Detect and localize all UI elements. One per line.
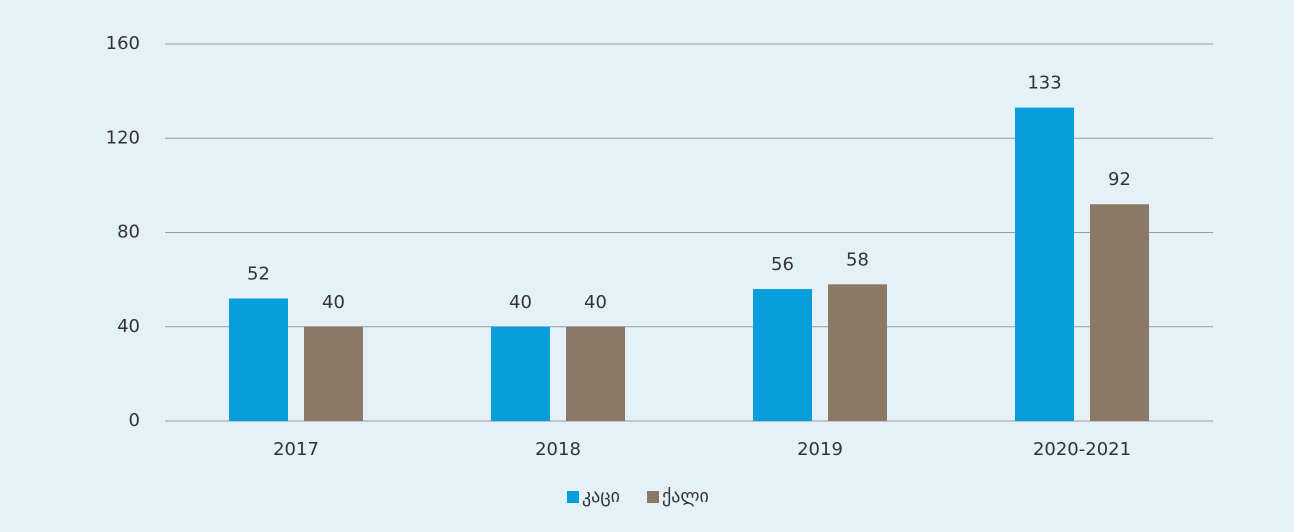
y-tick-label: 120 (106, 127, 140, 148)
bar (753, 289, 812, 421)
data-label: 52 (247, 263, 270, 284)
y-tick-label: 80 (117, 222, 140, 243)
x-tick-label: 2017 (273, 439, 319, 460)
data-label: 40 (322, 292, 345, 313)
data-label: 40 (509, 292, 532, 313)
bar (304, 326, 363, 421)
x-tick-label: 2018 (535, 439, 581, 460)
y-tick-label: 0 (129, 410, 140, 431)
legend-swatch (647, 491, 659, 503)
bar (229, 298, 288, 421)
legend-label: კაცი (582, 486, 620, 507)
bar (828, 284, 887, 421)
bar (566, 326, 625, 421)
legend-swatch (567, 491, 579, 503)
data-label: 58 (846, 249, 869, 270)
y-tick-label: 160 (106, 33, 140, 54)
data-label: 56 (771, 254, 794, 275)
bar (491, 326, 550, 421)
y-tick-label: 40 (117, 316, 140, 337)
data-label: 40 (584, 292, 607, 313)
x-tick-label: 2019 (797, 439, 843, 460)
data-label: 133 (1027, 73, 1061, 94)
bar (1090, 204, 1149, 421)
data-label: 92 (1108, 169, 1131, 190)
bar (1015, 107, 1074, 422)
legend-label: ქალი (662, 486, 709, 507)
x-tick-label: 2020-2021 (1033, 439, 1131, 460)
